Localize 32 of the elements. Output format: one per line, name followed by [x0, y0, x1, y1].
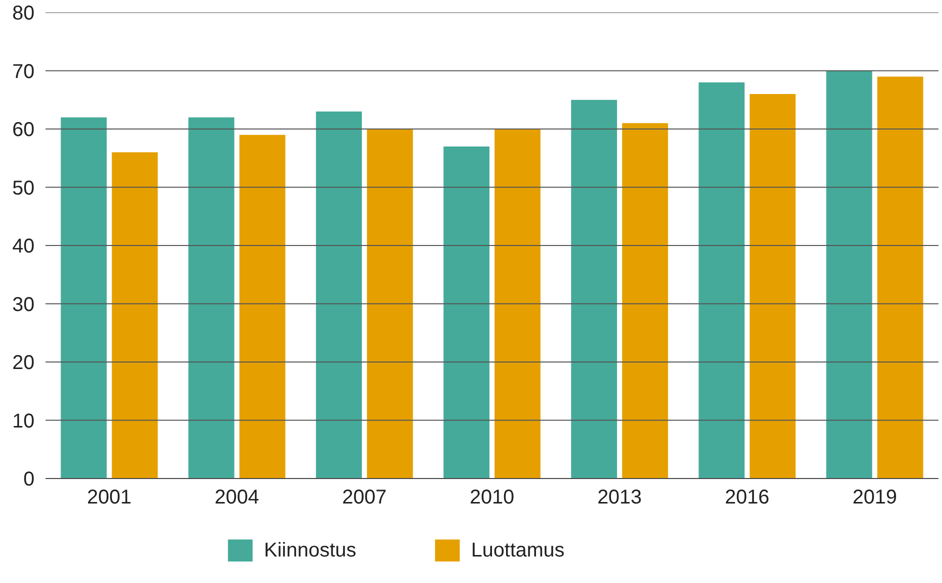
- x-tick-label: 2001: [87, 486, 132, 508]
- y-tick-label: 70: [12, 60, 35, 83]
- legend-label: Kiinnostus: [264, 540, 356, 562]
- bar: [366, 129, 413, 478]
- bar: [877, 76, 924, 478]
- legend-label: Luottamus: [471, 540, 565, 562]
- y-tick-label: 60: [12, 119, 35, 141]
- x-tick-label: 2019: [852, 486, 897, 508]
- x-tick-label: 2013: [597, 486, 642, 508]
- y-tick-label: 50: [12, 177, 35, 200]
- x-tick-label: 2010: [470, 486, 514, 508]
- bar: [444, 146, 490, 478]
- bar: [60, 117, 107, 478]
- bar: [112, 152, 158, 478]
- bar: [698, 82, 745, 478]
- bar: [750, 94, 796, 478]
- y-tick-label: 0: [23, 468, 34, 490]
- bar: [316, 112, 362, 478]
- bar: [826, 70, 872, 478]
- bar: [622, 123, 668, 478]
- bar: [571, 100, 618, 478]
- bar: [494, 129, 540, 478]
- bar: [188, 117, 234, 478]
- y-tick-label: 30: [12, 294, 35, 316]
- y-tick-label: 20: [12, 352, 35, 374]
- y-tick-label: 10: [12, 410, 35, 432]
- x-tick-label: 2016: [724, 486, 770, 508]
- y-tick-label: 80: [12, 2, 35, 24]
- y-tick-label: 40: [12, 236, 35, 258]
- x-tick-label: 2007: [342, 486, 387, 508]
- x-tick-label: 2004: [214, 486, 260, 508]
- bar: [239, 134, 286, 478]
